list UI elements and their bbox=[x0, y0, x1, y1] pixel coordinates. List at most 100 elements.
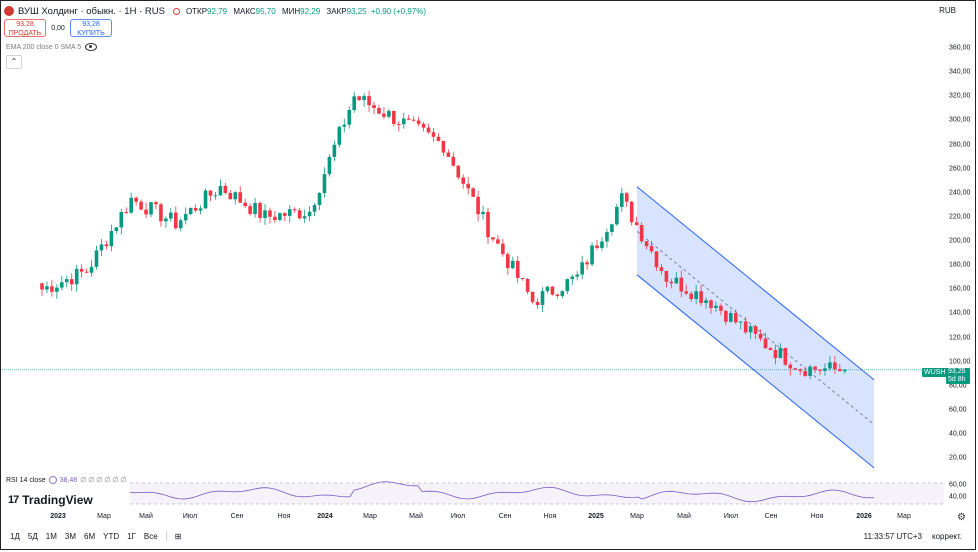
range-button-5д[interactable]: 5Д bbox=[27, 531, 38, 541]
candle-body bbox=[639, 225, 644, 242]
buy-label: КУПИТЬ bbox=[77, 29, 105, 37]
candle-body bbox=[719, 305, 723, 311]
candle-body bbox=[798, 369, 802, 372]
candle-body bbox=[456, 165, 461, 178]
candle-body bbox=[134, 197, 138, 202]
candle-body bbox=[724, 310, 728, 322]
candle-body bbox=[426, 127, 431, 133]
candle-body bbox=[174, 212, 178, 229]
symbol-title[interactable]: ВУШ Холдинг · обыкн. · 1Н · RUS bbox=[18, 5, 165, 17]
candle-body bbox=[89, 266, 94, 273]
candle-body bbox=[823, 368, 827, 371]
tradingview-logo[interactable]: 17 TradingView bbox=[8, 493, 93, 507]
candle-body bbox=[436, 136, 441, 141]
ohlc-close-value: 93,25 bbox=[346, 6, 367, 16]
candle-body bbox=[302, 216, 307, 219]
candle-body bbox=[461, 177, 466, 184]
adjust-toggle[interactable]: коррект. bbox=[932, 532, 962, 541]
candle-body bbox=[431, 132, 436, 137]
price-tick: 80,00 bbox=[949, 382, 967, 390]
candle-body bbox=[198, 208, 203, 211]
candle-body bbox=[788, 364, 793, 369]
candle-body bbox=[317, 193, 322, 206]
time-tick: Май bbox=[139, 513, 153, 520]
time-tick: Июл bbox=[450, 513, 466, 520]
candle-body bbox=[367, 95, 371, 106]
candle-body bbox=[258, 203, 262, 218]
candle-body bbox=[357, 96, 361, 100]
time-tick: Ноя bbox=[543, 513, 557, 520]
candle-body bbox=[164, 218, 168, 222]
tradingview-icon: 17 bbox=[8, 494, 19, 506]
eye-icon[interactable] bbox=[85, 43, 98, 51]
candle-body bbox=[669, 281, 674, 284]
buy-button[interactable]: 93,28 КУПИТЬ bbox=[70, 19, 112, 37]
candle-body bbox=[208, 190, 213, 196]
candle-body bbox=[704, 300, 708, 303]
gear-icon[interactable]: ⚙ bbox=[957, 512, 966, 523]
calendar-range-icon[interactable]: ⊞ bbox=[174, 531, 182, 541]
candle-body bbox=[327, 156, 332, 175]
range-button-ytd[interactable]: YTD bbox=[103, 531, 120, 541]
candle-body bbox=[104, 244, 109, 247]
candle-body bbox=[515, 260, 520, 278]
candle-body bbox=[733, 313, 738, 323]
time-tick: Мар bbox=[897, 513, 911, 520]
range-button-1д[interactable]: 1Д bbox=[10, 531, 20, 541]
candle-body bbox=[50, 286, 54, 292]
candle-body bbox=[287, 209, 292, 216]
candle-body bbox=[307, 211, 312, 217]
clock[interactable]: 11:33:57 UTC+3 bbox=[863, 532, 923, 541]
candle-body bbox=[441, 140, 446, 153]
price-tick: 200,00 bbox=[949, 237, 971, 245]
sell-button[interactable]: 93,28 ПРОДАТЬ bbox=[4, 19, 46, 37]
candle-body bbox=[223, 185, 228, 193]
candle-body bbox=[491, 237, 495, 240]
ohlc-open-value: 92,79 bbox=[207, 6, 228, 16]
ohlc-high-key: МАКС bbox=[233, 6, 256, 16]
candle-body bbox=[629, 201, 634, 223]
time-axis[interactable]: 2023 Мар Май Июл Сен Ноя 2024 Мар Май Июл Сен Ноя 20… bbox=[0, 513, 978, 525]
indicator-legend[interactable]: EMA 200 close 0 SMA 5 bbox=[6, 43, 98, 51]
candle-body bbox=[129, 197, 133, 213]
candle-body bbox=[55, 287, 59, 292]
candle-body bbox=[342, 124, 347, 127]
candle-body bbox=[506, 254, 510, 269]
candle-body bbox=[40, 283, 44, 290]
time-tick: Май bbox=[409, 513, 423, 520]
candle-body bbox=[689, 293, 693, 300]
rsi-line bbox=[129, 481, 875, 503]
range-button-1м[interactable]: 1М bbox=[45, 531, 57, 541]
toolbar-divider bbox=[165, 531, 167, 541]
rsi-extra: ∅ ∅ ∅ ∅ ∅ ∅ bbox=[80, 477, 127, 484]
price-tick: 160,00 bbox=[949, 285, 971, 293]
candle-body bbox=[714, 305, 718, 308]
candle-body bbox=[84, 271, 89, 273]
currency-label[interactable]: RUB bbox=[939, 6, 956, 15]
range-button-все[interactable]: Все bbox=[143, 531, 158, 541]
candle-body bbox=[278, 213, 282, 221]
rsi-legend[interactable]: RSI 14 close 38,48 ∅ ∅ ∅ ∅ ∅ ∅ bbox=[6, 476, 127, 484]
candle-body bbox=[471, 188, 475, 197]
chevron-up-icon[interactable]: ⌃ bbox=[6, 55, 22, 69]
range-button-1г[interactable]: 1Г bbox=[127, 531, 136, 541]
candle-body bbox=[510, 260, 515, 269]
candle-body bbox=[644, 241, 649, 247]
ohlc-change-value: +0,90 (+0,97%) bbox=[370, 6, 426, 16]
candle-body bbox=[615, 206, 619, 225]
candle-body bbox=[833, 362, 837, 370]
rsi-value: 38,48 bbox=[59, 476, 78, 484]
candle-body bbox=[520, 277, 525, 279]
rsi-axis-40: 40,00 bbox=[949, 493, 967, 501]
candle-body bbox=[624, 193, 629, 202]
candle-body bbox=[233, 192, 238, 200]
candle-body bbox=[253, 203, 257, 214]
candle-body bbox=[699, 291, 703, 303]
candle-body bbox=[144, 209, 148, 215]
candle-body bbox=[228, 192, 233, 200]
candle-body bbox=[838, 369, 842, 372]
range-button-3м[interactable]: 3М bbox=[64, 531, 76, 541]
range-button-6м[interactable]: 6М bbox=[84, 531, 96, 541]
price-tick: 60,00 bbox=[949, 406, 967, 414]
